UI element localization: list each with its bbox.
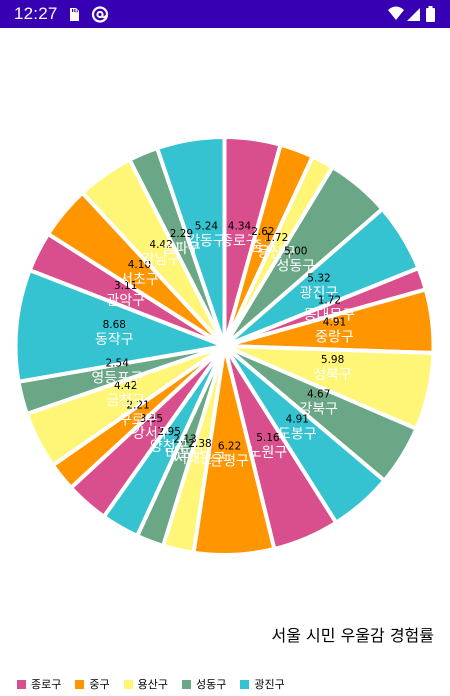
slice-name-label: 용산구 [257,245,296,261]
slice-name-label: 광진구 [300,285,339,301]
slice-name-label: 성북구 [313,367,352,383]
legend-entry: 종로구 [17,676,61,692]
pie-chart-area: 4.34 종로구 2.62 중구 1.72 용산구 5.00 성동구 5.32 광진구 1.72 동대… [0,28,450,696]
sd-card-icon [70,8,79,21]
slice-name-label: 영등포구 [91,371,143,387]
legend-swatch [123,679,133,689]
slice-value-label: 5.00 [284,245,307,257]
pie-slice[interactable] [154,134,227,347]
slice-name-label: 동대문구 [304,307,356,323]
slice-name-label: 금천구 [106,393,145,409]
slice-name-label: 성동구 [276,258,315,274]
slice-name-label: 관악구 [106,293,145,309]
slice-value-label: 5.32 [307,272,330,284]
slice-value-label: 4.91 [286,414,309,426]
legend-label: 광진구 [254,678,285,691]
slice-name-label: 종로구 [220,233,259,249]
legend-swatch [17,679,26,689]
status-left-icons [67,5,111,27]
slice-value-label: 5.24 [195,221,219,233]
slice-value-label: 3.35 [140,413,163,425]
slice-value-label: 4.10 [128,259,151,271]
status-bar: 12:27 [0,0,450,28]
slice-value-label: 1.72 [318,294,341,306]
slice-name-label: 노원구 [249,445,288,461]
slice-value-label: 2.21 [126,399,149,411]
legend-swatch [240,679,250,689]
slice-value-label: 2.62 [251,226,274,238]
battery-icon [426,6,435,22]
slice-name-label: 송파구 [162,241,201,257]
slice-name-label: 마포구 [166,447,205,463]
slice-name-label: 강남구 [142,252,181,268]
slice-name-label: 중구 [250,239,276,255]
pie-labels: 4.34종로구2.62중구1.72용산구5.00성동구5.32광진구1.72동대… [91,220,355,469]
legend-entry: 용산구 [123,676,168,692]
pie-slices [13,134,436,557]
slice-value-label: 2.38 [188,438,211,450]
wifi-icon [388,6,404,20]
chart-title: 서울 시민 우울감 경험률 [271,626,434,645]
slice-value-label: 4.91 [323,317,346,329]
slice-value-label: 4.42 [114,380,137,392]
slice-value-label: 2.95 [158,426,181,438]
slice-name-label: 강서구 [132,426,171,442]
slice-value-label: 3.11 [114,280,137,292]
vpn-at-icon [91,6,109,23]
slice-name-label: 서초구 [120,272,159,288]
signal-icon [407,8,420,21]
status-right-icons [386,5,440,27]
legend-swatch [75,679,85,689]
slice-name-label: 양천구 [150,439,189,455]
slice-name-label: 중랑구 [315,330,354,346]
slice-name-label: 동작구 [95,332,134,348]
slice-value-label: 8.68 [103,319,126,331]
slice-value-label: 4.42 [149,239,172,251]
legend-label: 종로구 [31,678,62,691]
slice-name-label: 서대문구 [174,451,226,467]
pie-slice[interactable] [13,267,232,385]
slice-value-label: 2.54 [106,358,130,370]
slice-value-label: 4.67 [307,388,330,400]
slice-name-label: 구로구 [119,412,158,428]
chart-legend: 종로구 중구 용산구 성동구 광진구 [17,676,285,692]
slice-value-label: 5.98 [321,354,344,366]
slice-value-label: 2.29 [170,228,193,240]
slice-value-label: 1.72 [265,232,288,244]
slice-value-label: 4.34 [228,220,252,232]
legend-label: 성동구 [196,678,227,691]
slice-name-label: 강북구 [299,401,338,417]
slice-name-label: 도봉구 [278,427,317,443]
legend-entry: 성동구 [182,676,226,692]
status-time: 12:27 [14,4,58,23]
legend-label: 중구 [89,678,110,691]
slice-name-label: 은평구 [210,454,249,470]
pie-chart[interactable]: 4.34종로구2.62중구1.72용산구5.00성동구5.32광진구1.72동대… [0,28,450,618]
legend-swatch [182,679,191,689]
slice-name-label: 강동구 [187,234,226,250]
slice-value-label: 6.22 [218,441,241,453]
slice-value-label: 5.16 [256,432,280,444]
legend-entry: 중구 [75,676,110,692]
legend-entry: 광진구 [240,676,285,692]
slice-value-label: 2.13 [173,434,196,446]
legend-label: 용산구 [137,678,168,691]
